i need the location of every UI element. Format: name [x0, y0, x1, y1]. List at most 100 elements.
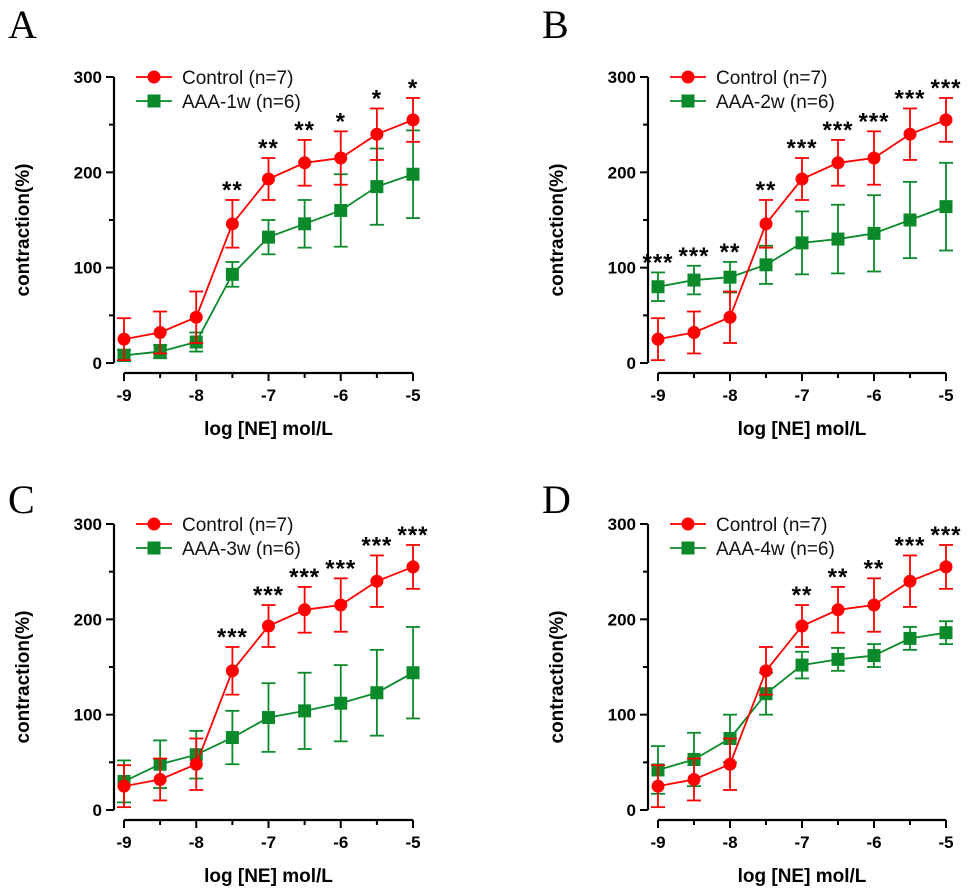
- data-point: [867, 226, 881, 240]
- data-point: [225, 217, 239, 231]
- y-tick-label: 300: [74, 68, 102, 87]
- x-tick-label: -7: [261, 386, 276, 405]
- significance-label: **: [828, 564, 849, 591]
- significance-label: *: [336, 108, 346, 135]
- data-point: [651, 779, 665, 793]
- data-point: [651, 332, 665, 346]
- x-axis-label: log [NE] mol/L: [738, 866, 867, 887]
- data-point: [262, 172, 275, 186]
- x-tick-label: -8: [722, 386, 737, 405]
- legend-label: AAA-2w (n=6): [716, 92, 835, 113]
- series-control: [651, 544, 953, 809]
- y-tick-label: 100: [608, 259, 636, 278]
- y-axis-label: contraction(%): [13, 164, 34, 297]
- y-tick-label: 200: [74, 163, 102, 182]
- x-tick-label: -6: [866, 386, 881, 405]
- data-point: [795, 172, 809, 186]
- panel-letter: B: [542, 2, 569, 47]
- legend-marker: [681, 70, 695, 84]
- legend-entry-aaa: AAA-3w (n=6): [136, 539, 301, 560]
- significance-label: ***: [894, 85, 925, 112]
- panel-c: C 0 100 200 300 -9 -8 -7 -6 -5 log [NE] mol/L contr…: [8, 477, 428, 887]
- x-tick-label: -9: [650, 386, 665, 405]
- panel-d: D 0 100 200 300 -9 -8 -7 -6 -5 log [NE] mol/L contr…: [542, 477, 961, 887]
- legend-marker: [681, 517, 695, 531]
- y-tick-label: 0: [93, 801, 102, 820]
- data-point: [262, 230, 275, 244]
- legend-entry-aaa: AAA-4w (n=6): [670, 539, 835, 560]
- data-point: [225, 664, 239, 678]
- legend-label: Control (n=7): [182, 515, 293, 536]
- legend-label: Control (n=7): [182, 68, 293, 89]
- data-point: [334, 151, 348, 165]
- legend-marker: [147, 541, 161, 555]
- significance-label: **: [792, 582, 813, 609]
- y-tick-label: 300: [74, 515, 102, 534]
- panel-letter: A: [8, 2, 37, 47]
- data-point: [867, 598, 881, 612]
- significance-label: *: [372, 85, 382, 112]
- data-point: [406, 560, 420, 574]
- legend-label: AAA-4w (n=6): [716, 539, 835, 560]
- x-tick-label: -7: [261, 833, 276, 852]
- x-axis-label: log [NE] mol/L: [204, 419, 333, 440]
- legend-label: Control (n=7): [716, 68, 827, 89]
- data-point: [334, 696, 348, 710]
- x-tick-label: -9: [116, 833, 131, 852]
- data-point: [262, 619, 275, 633]
- significance-label: ***: [894, 532, 925, 559]
- legend-entry-control: Control (n=7): [136, 515, 293, 536]
- legend-marker: [147, 94, 161, 108]
- series-control: [117, 544, 420, 809]
- significance-label: ***: [325, 555, 356, 582]
- data-point: [117, 332, 131, 346]
- significance-label: ***: [930, 522, 961, 549]
- data-point: [939, 626, 953, 640]
- significance-label: **: [864, 555, 885, 582]
- significance-label: **: [294, 117, 315, 144]
- data-point: [225, 731, 239, 745]
- data-point: [406, 167, 420, 181]
- legend-entry-control: Control (n=7): [670, 68, 827, 89]
- data-point: [225, 267, 239, 281]
- x-tick-label: -5: [938, 833, 953, 852]
- panel-letter: C: [8, 477, 35, 522]
- data-point: [831, 232, 845, 246]
- data-point: [334, 203, 348, 217]
- significance-label: ***: [217, 624, 248, 651]
- x-tick-label: -8: [189, 833, 204, 852]
- significance-label: ***: [930, 75, 961, 102]
- data-point: [759, 664, 773, 678]
- data-point: [831, 156, 845, 170]
- y-tick-label: 300: [608, 68, 636, 87]
- data-point: [939, 200, 953, 214]
- series-aaa: [651, 161, 953, 302]
- y-axis-label: contraction(%): [547, 164, 568, 297]
- significance-label: ***: [678, 243, 709, 270]
- data-point: [903, 574, 917, 588]
- y-axis-label: contraction(%): [547, 611, 568, 744]
- data-point: [189, 310, 203, 324]
- x-tick-label: -9: [116, 386, 131, 405]
- significance-label: ***: [361, 532, 392, 559]
- x-tick-label: -8: [722, 833, 737, 852]
- y-tick-label: 0: [627, 801, 636, 820]
- legend-marker: [147, 517, 161, 531]
- data-point: [723, 270, 737, 284]
- data-point: [117, 779, 131, 793]
- data-point: [723, 310, 737, 324]
- data-point: [262, 711, 275, 725]
- legend-label: AAA-1w (n=6): [182, 92, 301, 113]
- x-tick-label: -5: [405, 833, 420, 852]
- data-point: [939, 113, 953, 127]
- series-control: [117, 97, 420, 362]
- significance-label: **: [720, 239, 741, 266]
- data-point: [831, 603, 845, 617]
- data-point: [370, 180, 384, 194]
- significance-label: ***: [786, 135, 817, 162]
- significance-label: *: [408, 75, 418, 102]
- significance-label: ***: [858, 108, 889, 135]
- y-tick-label: 0: [93, 354, 102, 373]
- legend-entry-control: Control (n=7): [670, 515, 827, 536]
